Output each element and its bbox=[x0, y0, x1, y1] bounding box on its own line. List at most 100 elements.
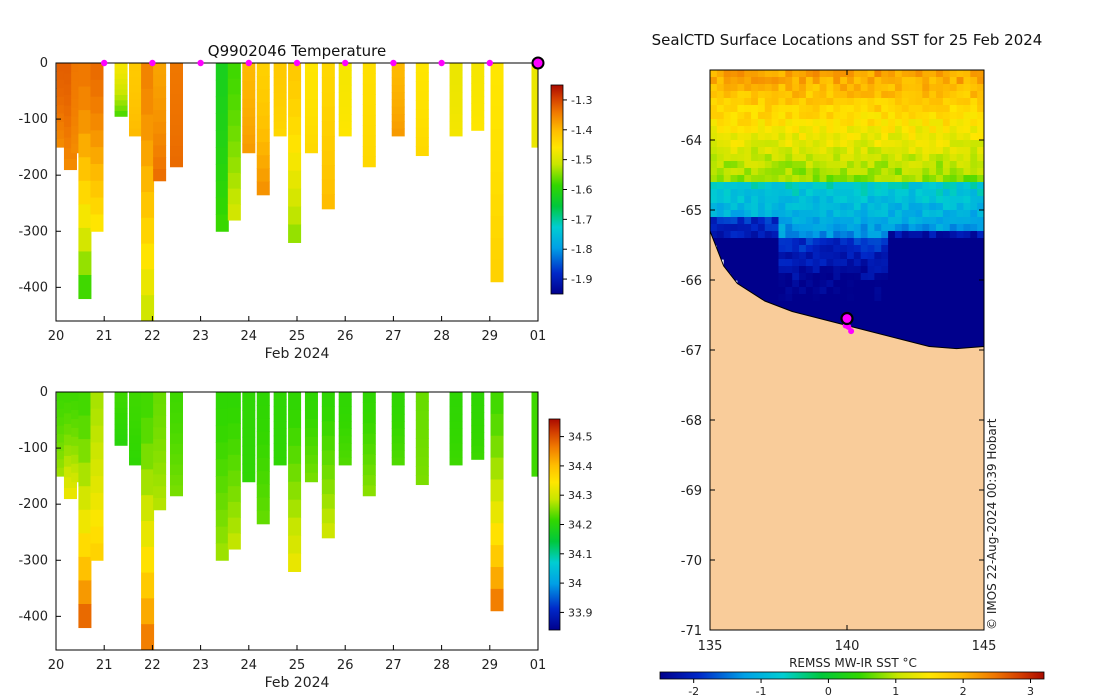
profile-cell bbox=[256, 471, 270, 485]
profile-cell bbox=[471, 69, 485, 77]
sst-cell bbox=[956, 133, 965, 141]
sst-cell bbox=[785, 252, 793, 260]
sst-cell bbox=[840, 154, 848, 162]
sst-cell bbox=[730, 252, 738, 260]
sst-cell bbox=[737, 217, 745, 225]
sst-cell bbox=[949, 105, 958, 113]
profile-cell bbox=[242, 400, 256, 411]
sst-cell bbox=[737, 280, 745, 288]
profile-column bbox=[215, 392, 229, 561]
sst-cell bbox=[874, 77, 882, 85]
profile-cell bbox=[304, 400, 318, 411]
sst-cell bbox=[799, 98, 807, 106]
profile-cell bbox=[338, 114, 352, 122]
sst-cell bbox=[764, 147, 773, 155]
profile-cell bbox=[391, 63, 405, 71]
sst-cell bbox=[792, 175, 800, 183]
sst-cell bbox=[963, 315, 971, 323]
seal-latest-position bbox=[840, 311, 854, 326]
sst-cell bbox=[949, 77, 958, 85]
sst-cell bbox=[751, 168, 759, 176]
sst-cell bbox=[867, 119, 875, 127]
profile-cell bbox=[242, 116, 256, 127]
sst-cell bbox=[716, 189, 725, 197]
sst-cell bbox=[970, 112, 978, 120]
sst-column bbox=[826, 70, 834, 323]
sst-cell bbox=[908, 252, 917, 260]
sst-cell bbox=[867, 98, 875, 106]
profile-cell bbox=[338, 106, 352, 115]
sst-cell bbox=[792, 196, 800, 204]
sst-cell bbox=[710, 70, 718, 78]
sst-cell bbox=[819, 98, 828, 106]
sst-cell bbox=[826, 84, 834, 92]
sst-cell bbox=[826, 105, 834, 113]
sst-cell bbox=[819, 133, 828, 141]
profile-cell bbox=[304, 445, 318, 456]
sst-cell bbox=[723, 105, 732, 113]
sst-cell bbox=[901, 231, 910, 239]
sst-cell bbox=[977, 91, 984, 99]
sst-cell bbox=[860, 252, 869, 260]
x-tick-label: 26 bbox=[337, 658, 354, 673]
sst-cell bbox=[922, 273, 930, 281]
sst-cell bbox=[751, 161, 759, 169]
sst-cell bbox=[792, 259, 800, 267]
profile-cell bbox=[338, 435, 352, 444]
sst-cell bbox=[901, 84, 910, 92]
sst-cell bbox=[812, 105, 821, 113]
profile-cell bbox=[490, 84, 504, 108]
profile-cell bbox=[449, 121, 463, 130]
sst-cell bbox=[963, 329, 971, 337]
sst-cell bbox=[826, 126, 834, 134]
sst-cell bbox=[915, 168, 923, 176]
sst-cell bbox=[949, 343, 958, 351]
sst-cell bbox=[922, 203, 930, 211]
profile-cell bbox=[490, 259, 504, 283]
temperature-y-ticks: 0-100-200-300-400 bbox=[18, 56, 61, 295]
sst-cell bbox=[723, 231, 732, 239]
sst-cell bbox=[942, 294, 951, 302]
sst-cell bbox=[826, 161, 834, 169]
profile-cell bbox=[169, 464, 184, 476]
profile-cell bbox=[215, 408, 229, 427]
sst-cell bbox=[764, 273, 773, 281]
sst-cell bbox=[751, 91, 759, 99]
sst-cell bbox=[805, 252, 814, 260]
sst-cell bbox=[778, 70, 786, 78]
map-latitude-ticks: -64-65-66-67-68-69-70-71 bbox=[681, 134, 984, 639]
profile-cell bbox=[449, 92, 463, 100]
profile-cell bbox=[71, 472, 85, 483]
profile-cell bbox=[273, 77, 287, 86]
sst-cell bbox=[833, 210, 841, 218]
profile-cell bbox=[391, 70, 405, 79]
profile-cell bbox=[449, 450, 463, 459]
sst-cell bbox=[819, 224, 828, 232]
sst-cell bbox=[881, 217, 889, 225]
sst-cell bbox=[826, 147, 834, 155]
sst-cell bbox=[744, 231, 752, 239]
sst-cell bbox=[977, 238, 984, 246]
profile-cell bbox=[215, 442, 229, 460]
sst-cell bbox=[901, 301, 910, 309]
sst-cell bbox=[771, 252, 780, 260]
sst-cell bbox=[737, 161, 745, 169]
sst-cell bbox=[833, 154, 841, 162]
profile-cell bbox=[56, 71, 70, 81]
sst-cell bbox=[833, 91, 841, 99]
sst-cell bbox=[901, 91, 910, 99]
sst-cell bbox=[970, 140, 978, 148]
sst-cell bbox=[757, 119, 766, 127]
sst-cell bbox=[888, 210, 896, 218]
profile-cell bbox=[56, 425, 70, 435]
sst-cell bbox=[874, 70, 882, 78]
sst-cell bbox=[908, 329, 917, 337]
profile-column bbox=[71, 392, 85, 483]
sst-cell bbox=[792, 301, 800, 309]
sst-cell bbox=[716, 154, 725, 162]
profile-cell bbox=[449, 443, 463, 451]
colorbar-tick-label: 34.2 bbox=[568, 519, 593, 532]
colorbar-tick-label: 34.5 bbox=[568, 431, 593, 444]
profile-cell bbox=[304, 463, 318, 474]
sst-column bbox=[840, 70, 848, 330]
